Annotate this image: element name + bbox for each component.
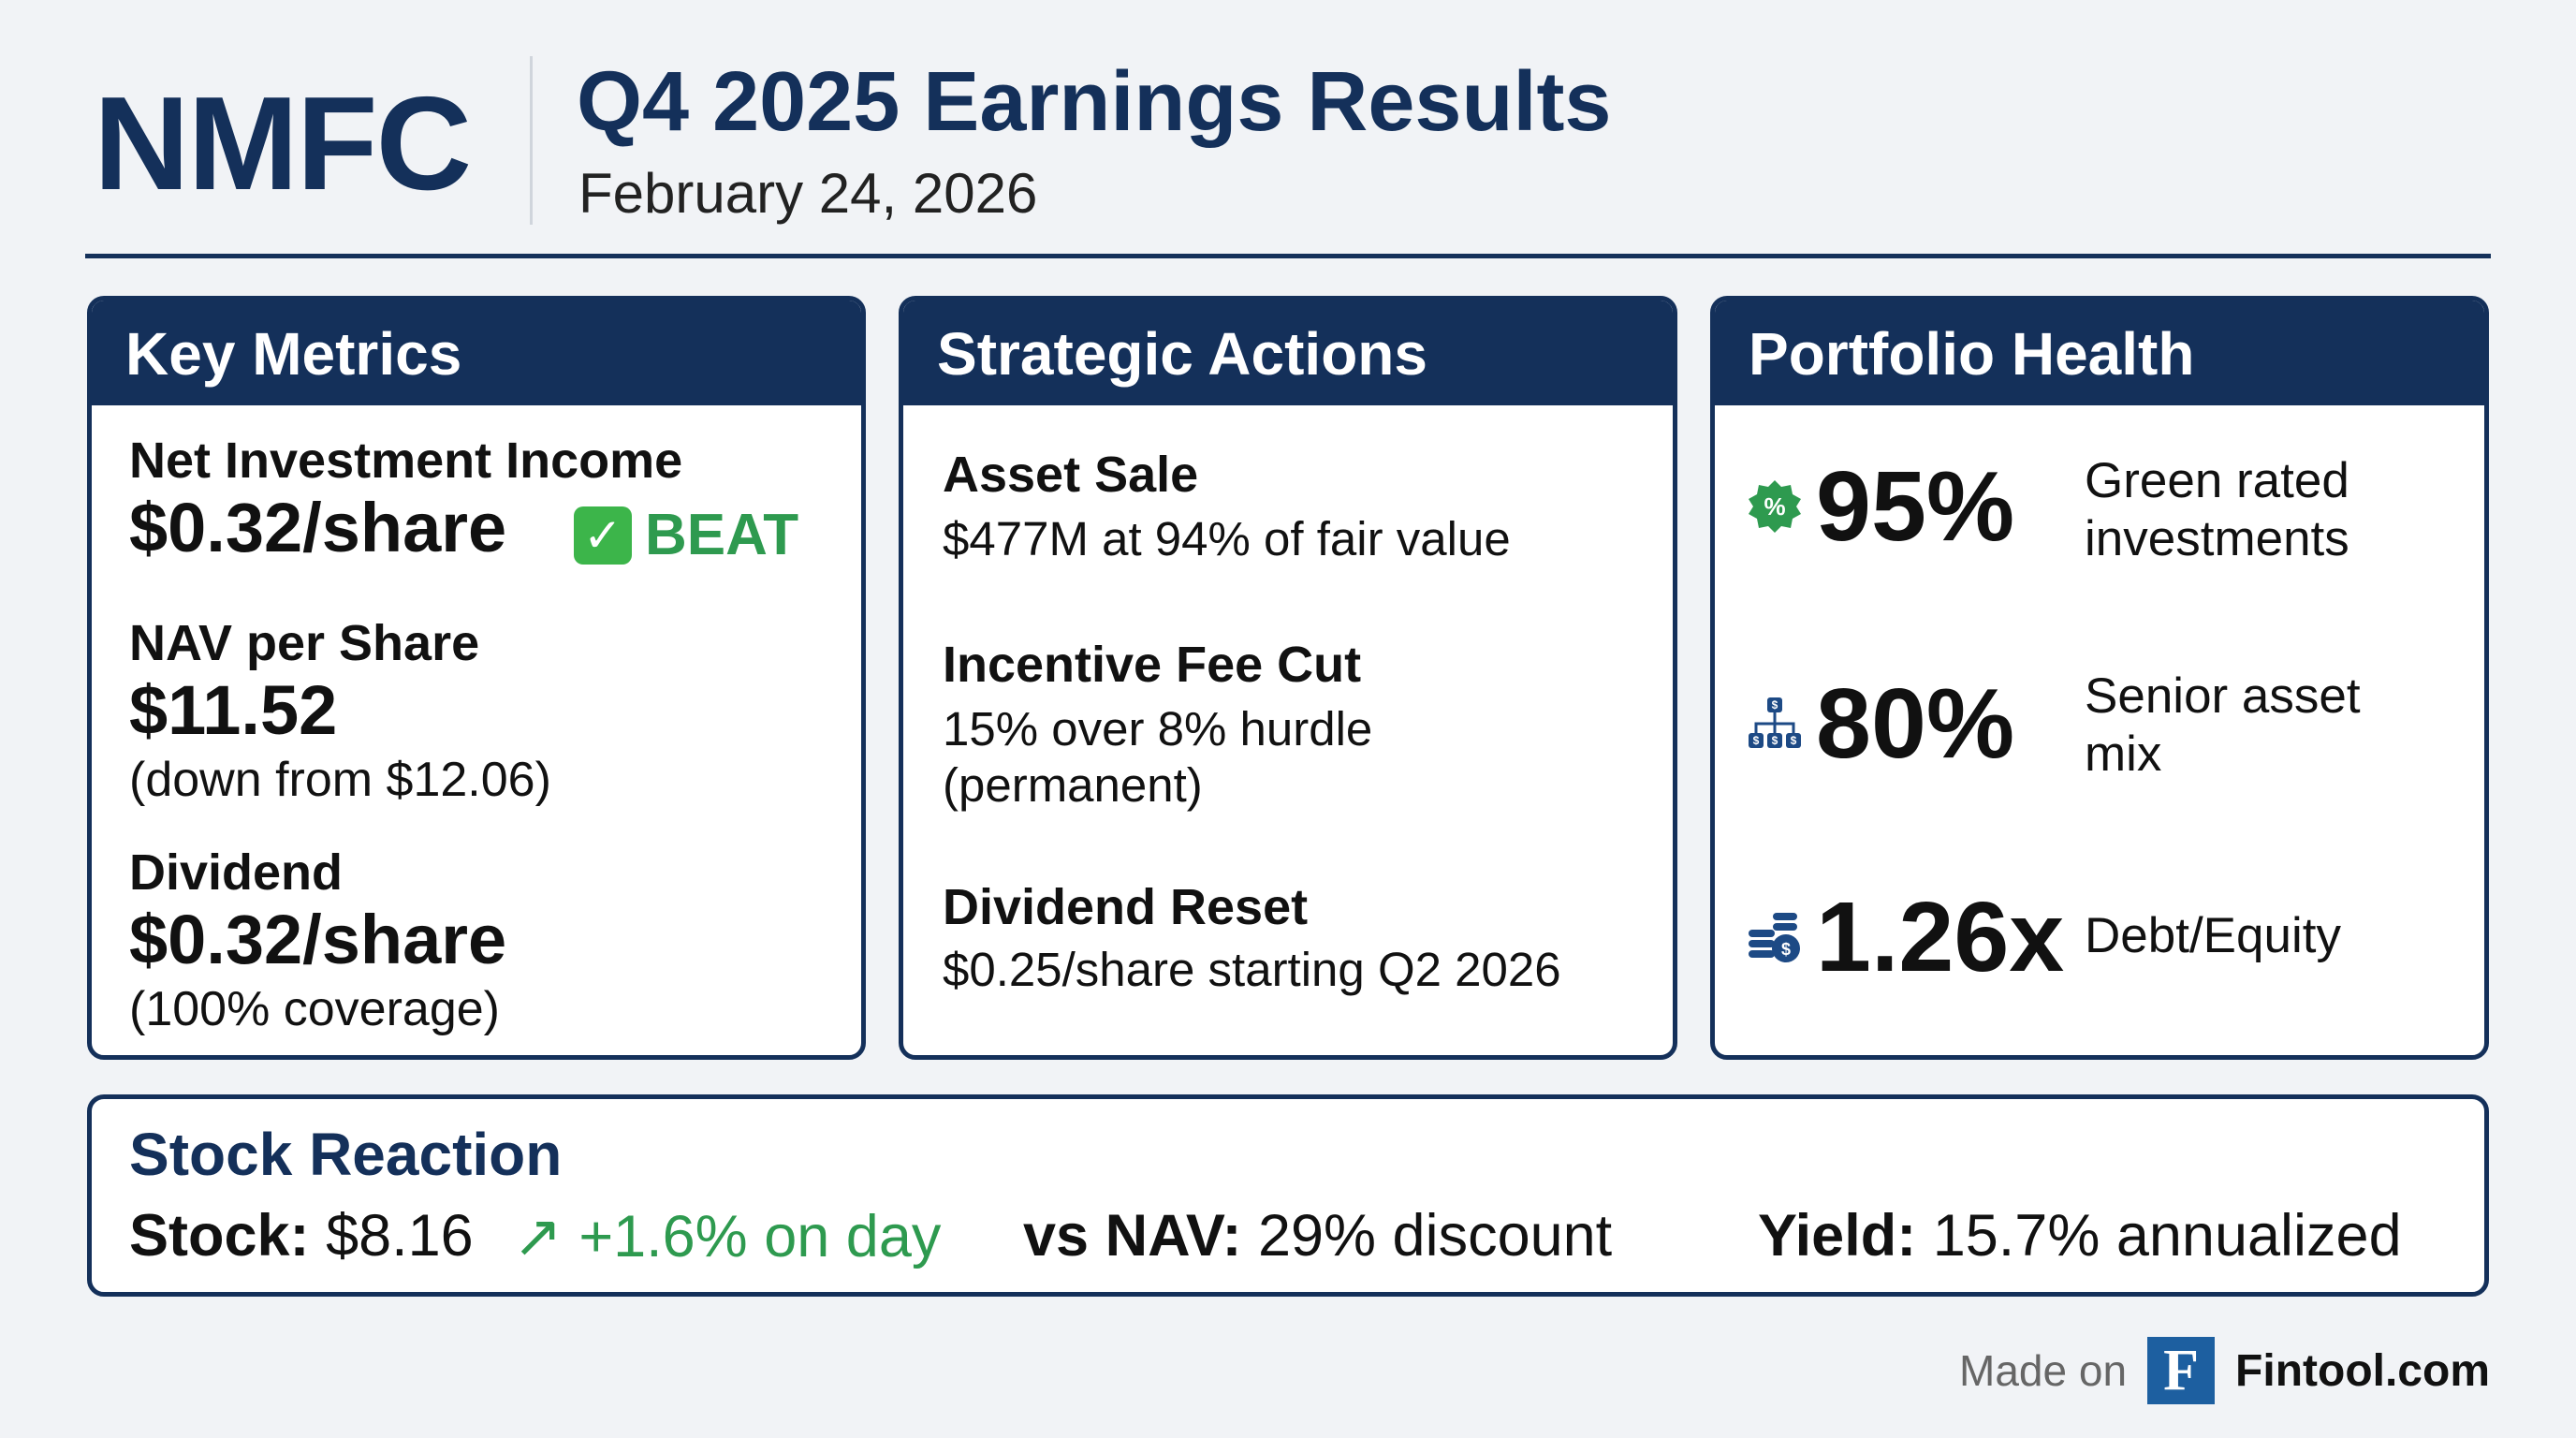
nav-label: NAV per Share (129, 615, 480, 671)
hierarchy-dollar-icon: $ $ $ $ (1749, 697, 1801, 748)
svg-text:%: % (1764, 492, 1785, 521)
arrow-up-right-icon: ↗ (513, 1204, 563, 1269)
check-icon: ✓ (574, 506, 632, 565)
health-value: 1.26x (1816, 882, 2065, 992)
health-label-line: mix (2085, 726, 2162, 782)
beat-badge: ✓ BEAT (574, 502, 798, 568)
action-title: Dividend Reset (943, 879, 1309, 935)
stock-reaction-panel: Stock Reaction Stock: $8.16 ↗ +1.6% on d… (87, 1094, 2489, 1297)
fintool-logo: F (2147, 1337, 2216, 1404)
dividend-value: $0.32/share (129, 901, 507, 978)
report-date: February 24, 2026 (578, 162, 1038, 225)
portfolio-health-card: Portfolio Health % 95% Green rated invest… (1710, 296, 2489, 1060)
health-value: 80% (1816, 668, 2015, 779)
yield-value: 15.7% annualized (1932, 1203, 2402, 1269)
dividend-note: (100% coverage) (129, 982, 500, 1036)
made-on-label: Made on (1959, 1346, 2128, 1395)
header-rule (85, 254, 2491, 258)
action-detail: $0.25/share starting Q2 2026 (943, 943, 1561, 996)
nii-label: Net Investment Income (129, 433, 683, 489)
change-value: +1.6% on day (578, 1204, 942, 1269)
action-detail: 15% over 8% hurdle (943, 702, 1373, 756)
nii-value: $0.32/share (129, 489, 507, 566)
svg-text:$: $ (1772, 734, 1778, 747)
health-label: Senior asset mix (2085, 668, 2361, 784)
key-metrics-card: Key Metrics Net Investment Income $0.32/… (87, 296, 866, 1060)
nav-value: 29% discount (1257, 1203, 1613, 1269)
strategic-actions-card: Strategic Actions Asset Sale $477M at 94… (899, 296, 1677, 1060)
card-title: Key Metrics (92, 301, 861, 405)
stock-price: Stock: $8.16 (129, 1202, 474, 1269)
svg-text:$: $ (1753, 734, 1760, 747)
action-title: Asset Sale (943, 447, 1199, 503)
action-detail: (permanent) (943, 758, 1203, 812)
nav-value: $11.52 (129, 671, 338, 749)
health-label-line: Green rated (2085, 453, 2349, 508)
nav-note: (down from $12.06) (129, 753, 551, 807)
beat-label: BEAT (645, 503, 799, 567)
svg-text:$: $ (1791, 734, 1797, 747)
card-title: Portfolio Health (1715, 301, 2484, 405)
health-value: 95% (1816, 451, 2015, 562)
nav-label: vs NAV: (1023, 1203, 1242, 1269)
stock-label: Stock: (129, 1203, 310, 1269)
health-label-line: investments (2085, 511, 2349, 566)
percent-badge-icon: % (1749, 480, 1801, 533)
dividend-label: Dividend (129, 844, 344, 901)
action-title: Incentive Fee Cut (943, 637, 1362, 693)
coin-stack-icon: $ (1749, 913, 1800, 962)
card-title: Strategic Actions (903, 301, 1673, 405)
svg-text:$: $ (1781, 940, 1791, 959)
health-label: Debt/Equity (2085, 908, 2341, 963)
action-detail: $477M at 94% of fair value (943, 512, 1511, 565)
brand-name: Fintool.com (2235, 1345, 2490, 1396)
page-title: Q4 2025 Earnings Results (577, 55, 1612, 149)
footer-branding[interactable]: Made on F Fintool.com (1959, 1337, 2490, 1404)
ticker: NMFC (94, 69, 472, 218)
yield: Yield: 15.7% annualized (1758, 1202, 2402, 1269)
stock-reaction-title: Stock Reaction (129, 1121, 563, 1188)
yield-label: Yield: (1758, 1203, 1917, 1269)
health-label: Green rated investments (2085, 452, 2349, 568)
nav-discount: vs NAV: 29% discount (1023, 1202, 1612, 1269)
svg-text:$: $ (1772, 698, 1778, 712)
health-label-line: Senior asset (2085, 668, 2361, 724)
stock-change: ↗ +1.6% on day (513, 1202, 941, 1270)
stock-value: $8.16 (326, 1203, 474, 1269)
header-divider (530, 56, 533, 225)
